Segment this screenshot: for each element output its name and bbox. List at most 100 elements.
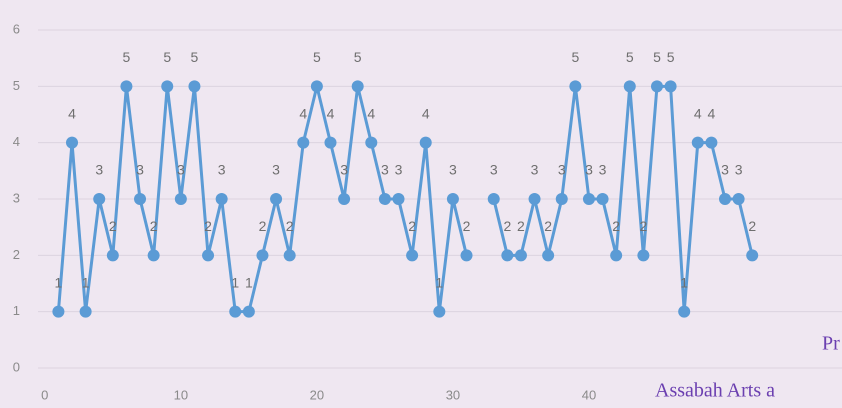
data-label: 4 [694,105,702,121]
marker [487,193,500,205]
data-label: 2 [204,218,212,234]
data-label: 2 [286,218,294,234]
data-label: 1 [82,274,90,290]
y-tick-label: 2 [13,247,20,262]
marker [79,305,92,318]
marker [338,193,351,205]
marker [637,249,650,262]
data-label: 5 [354,49,362,65]
marker [623,80,636,93]
data-label: 5 [163,49,171,65]
data-label: 4 [708,105,716,121]
watermark: Pr [822,333,840,355]
data-label: 5 [191,49,199,65]
marker [460,249,473,262]
data-label: 2 [612,218,620,234]
data-label: 1 [680,274,688,290]
data-label: 5 [667,49,675,65]
data-label: 2 [503,218,511,234]
data-label: 2 [150,218,158,234]
marker [678,305,691,318]
data-label: 5 [313,49,321,65]
x-tick-label: 20 [310,387,324,402]
data-label: 5 [626,49,634,65]
marker [419,136,432,149]
data-label: 1 [231,274,239,290]
data-label: 3 [95,162,103,178]
watermark: Assabah Arts a [655,380,775,402]
y-tick-label: 5 [13,78,20,93]
marker [705,136,718,149]
data-label: 3 [136,162,144,178]
data-label: 3 [449,162,457,178]
data-label: 3 [721,162,729,178]
data-label: 4 [327,105,335,121]
data-label: 3 [340,162,348,178]
marker [324,136,337,149]
marker [378,193,391,205]
y-tick-label: 3 [13,190,20,205]
marker [392,193,405,205]
data-label: 3 [558,162,566,178]
marker [256,249,269,262]
data-label: 3 [531,162,539,178]
data-label: 2 [259,218,267,234]
data-label: 5 [123,49,131,65]
data-label: 1 [435,274,443,290]
data-label: 3 [395,162,403,178]
marker [134,193,147,205]
data-label: 2 [748,218,756,234]
data-label: 4 [422,105,430,121]
marker [161,80,174,93]
marker [691,136,704,149]
data-label: 3 [218,162,226,178]
y-tick-label: 6 [13,21,20,36]
marker [610,249,623,262]
marker [66,136,79,149]
x-tick-label: 0 [41,387,48,402]
data-label: 4 [299,105,307,121]
marker [351,80,364,93]
marker [297,136,310,149]
marker [93,193,106,205]
marker [270,193,283,205]
marker [120,80,133,93]
marker [147,249,160,262]
data-label: 2 [109,218,117,234]
marker [202,249,215,262]
marker [746,249,759,262]
y-tick-label: 1 [13,303,20,318]
marker [555,193,568,205]
marker [406,249,419,262]
marker [528,193,541,205]
marker [229,305,242,318]
x-tick-label: 10 [174,387,188,402]
data-label: 1 [245,274,253,290]
y-tick-label: 0 [13,359,20,374]
marker [188,80,201,93]
marker [569,80,582,93]
marker [310,80,323,93]
marker [542,249,555,262]
marker [174,193,187,205]
y-tick-label: 4 [13,134,20,149]
data-label: 2 [408,218,416,234]
data-label: 5 [571,49,579,65]
data-label: 3 [381,162,389,178]
data-label: 4 [68,105,76,121]
marker [732,193,745,205]
marker [719,193,732,205]
data-label: 3 [177,162,185,178]
data-label: 4 [367,105,375,121]
marker [106,249,119,262]
data-label: 1 [55,274,63,290]
marker [446,193,459,205]
data-label: 2 [544,218,552,234]
marker [664,80,677,93]
marker [582,193,595,205]
marker [596,193,609,205]
data-label: 3 [490,162,498,178]
data-label: 3 [585,162,593,178]
data-label: 5 [653,49,661,65]
